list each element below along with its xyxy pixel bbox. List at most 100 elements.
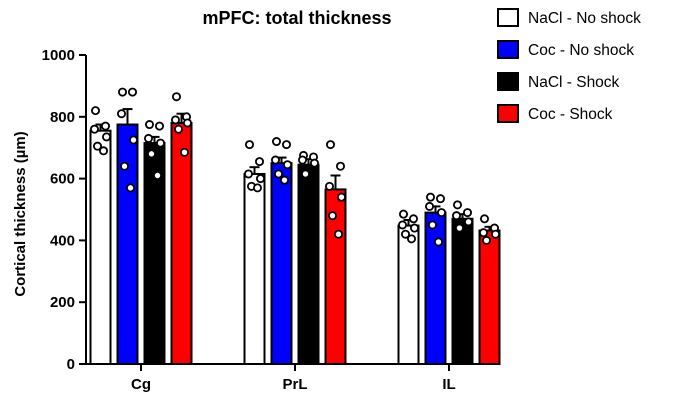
chart-title: mPFC: total thickness <box>202 8 391 28</box>
data-point <box>409 223 419 233</box>
y-tick-label: 400 <box>50 232 75 249</box>
data-point <box>408 214 418 224</box>
data-point <box>452 200 462 210</box>
data-point <box>143 133 153 143</box>
bar-prl-series-2 <box>297 163 320 365</box>
data-point <box>451 211 461 221</box>
data-point <box>244 140 254 150</box>
data-point <box>425 192 435 202</box>
data-point <box>397 220 407 230</box>
data-point <box>144 120 154 130</box>
data-point <box>255 174 265 184</box>
data-point <box>300 169 310 179</box>
error-bar-prl-series-0 <box>249 166 260 174</box>
legend-item-1: Coc - No shock <box>497 40 634 59</box>
data-point <box>490 229 500 239</box>
data-point <box>271 137 281 147</box>
y-tick-label: 0 <box>67 356 75 373</box>
error-bar-prl-series-3 <box>330 174 341 190</box>
data-point <box>478 228 488 238</box>
legend-swatch <box>497 72 519 91</box>
data-point <box>325 140 335 150</box>
data-point <box>463 217 473 227</box>
data-point <box>154 121 164 131</box>
legend: NaCl - No shock Coc - No shock NaCl - Shoc… <box>497 8 641 123</box>
data-point <box>481 235 491 245</box>
data-point <box>336 192 346 202</box>
data-point <box>433 237 443 247</box>
data-point <box>333 229 343 239</box>
data-point <box>101 121 111 131</box>
data-point <box>309 158 319 168</box>
data-point <box>252 183 262 193</box>
x-axis: Cg PrL IL <box>85 363 495 393</box>
data-point <box>152 171 162 181</box>
data-point <box>436 208 446 218</box>
legend-item-3: Coc - Shock <box>497 104 613 123</box>
data-point <box>479 214 489 224</box>
legend-label: Coc - No shock <box>528 42 634 59</box>
y-tick-label: 200 <box>50 294 75 311</box>
data-point <box>128 135 138 145</box>
bar-il-series-3 <box>478 229 501 365</box>
data-point <box>424 201 434 211</box>
bar-prl-series-1 <box>270 162 293 365</box>
data-point <box>120 161 130 171</box>
legend-item-0: NaCl - No shock <box>497 8 641 27</box>
data-point <box>91 106 101 116</box>
y-tick-label: 1000 <box>42 47 75 64</box>
bar-cg-series-3 <box>170 121 193 366</box>
y-axis-label: Cortical thickness (µm) <box>12 131 29 296</box>
data-point <box>179 147 189 157</box>
data-point <box>102 132 112 142</box>
x-tick-label-prl: PrL <box>282 376 307 393</box>
data-point <box>297 155 307 165</box>
legend-label: NaCl - Shock <box>528 74 620 91</box>
data-point <box>170 115 180 125</box>
y-tick-label: 600 <box>50 171 75 188</box>
data-point <box>182 118 192 128</box>
bar-cg-series-0 <box>89 129 112 365</box>
data-point <box>254 157 264 167</box>
data-point <box>400 229 410 239</box>
legend-label: Coc - Shock <box>528 106 613 123</box>
y-tick-label: 800 <box>50 109 75 126</box>
data-point <box>126 183 136 193</box>
data-point <box>435 194 445 204</box>
data-point <box>270 155 280 165</box>
error-bar-cg-series-1 <box>122 108 133 125</box>
data-point <box>327 211 337 221</box>
data-point <box>171 92 181 102</box>
data-point <box>146 149 156 159</box>
data-point <box>427 220 437 230</box>
legend-label: NaCl - No shock <box>528 10 641 27</box>
data-point <box>127 87 137 97</box>
bar-il-series-1 <box>424 211 447 365</box>
data-point <box>454 223 464 233</box>
data-point <box>279 175 289 185</box>
data-point <box>99 146 109 156</box>
data-point <box>273 169 283 179</box>
data-point <box>462 208 472 218</box>
data-point <box>155 138 165 148</box>
bar-il-series-0 <box>397 224 420 365</box>
data-point <box>117 109 127 119</box>
data-point <box>398 209 408 219</box>
data-point <box>243 169 253 179</box>
bar-cg-series-1 <box>116 123 139 366</box>
y-axis: 0 200 400 600 800 1000 <box>42 47 87 373</box>
data-point <box>93 141 103 151</box>
x-tick-label-cg: Cg <box>131 376 151 393</box>
data-point <box>282 160 292 170</box>
x-tick-label-il: IL <box>442 376 455 393</box>
data-point <box>118 87 128 97</box>
data-point <box>281 140 291 150</box>
data-points-layer <box>90 87 500 247</box>
bar-prl-series-0 <box>243 172 266 365</box>
legend-item-2: NaCl - Shock <box>497 72 620 91</box>
bar-il-series-2 <box>451 217 474 365</box>
legend-swatch <box>497 104 519 123</box>
legend-swatch <box>497 40 519 59</box>
